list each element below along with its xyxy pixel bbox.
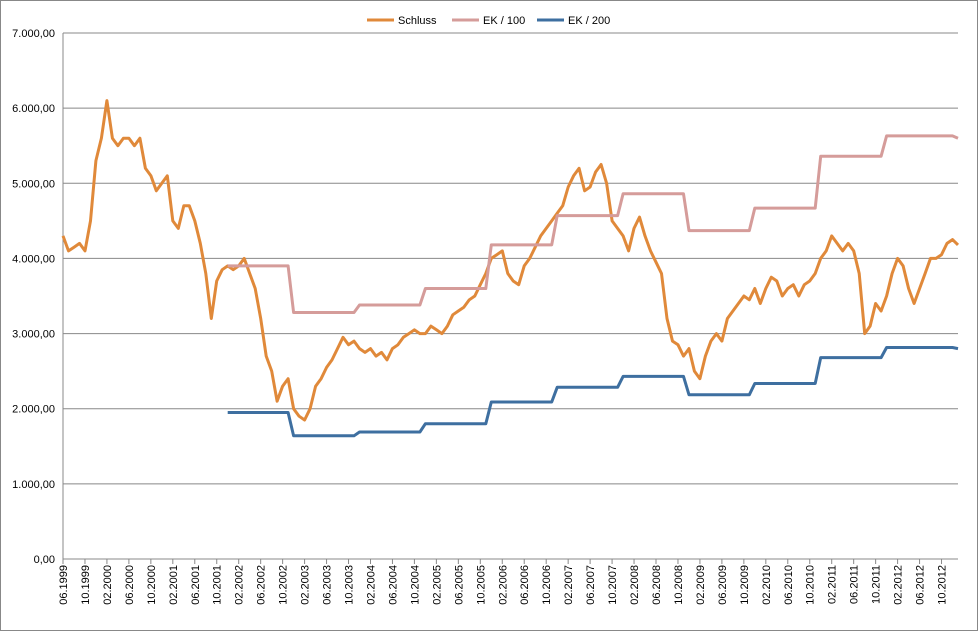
x-tick-label: 10.2008 [673, 565, 685, 605]
legend-label: EK / 100 [483, 15, 525, 27]
x-tick-label: 02.2011 [827, 565, 839, 604]
x-tick-label: 10.2011 [871, 565, 883, 604]
x-tick-label: 02.2008 [629, 565, 641, 605]
x-tick-label: 02.2007 [563, 565, 575, 605]
x-tick-label: 10.2004 [409, 565, 421, 605]
x-tick-label: 02.2005 [431, 565, 443, 605]
x-tick-label: 06.2002 [256, 565, 268, 605]
x-tick-label: 10.2012 [937, 565, 949, 605]
x-tick-label: 06.1999 [58, 565, 70, 605]
x-tick-label: 06.2010 [783, 565, 795, 605]
legend-label: Schluss [398, 15, 437, 27]
x-tick-label: 10.2007 [607, 565, 619, 605]
x-tick-label: 10.2002 [278, 565, 290, 605]
series-line [227, 346, 959, 438]
x-tick-label: 02.2004 [365, 565, 377, 605]
x-tick-label: 06.2004 [387, 565, 399, 605]
x-tick-label: 02.2006 [497, 565, 509, 605]
x-tick-label: 06.2007 [585, 565, 597, 605]
y-tick-label: 7.000,00 [12, 28, 55, 40]
x-tick-label: 10.2003 [344, 565, 356, 605]
x-tick-label: 02.2001 [168, 565, 180, 605]
legend-label: EK / 200 [568, 15, 610, 27]
x-tick-label: 02.2002 [234, 565, 246, 605]
x-tick-label: 06.2003 [322, 565, 334, 605]
y-tick-label: 0,00 [34, 554, 55, 566]
x-tick-label: 06.2005 [453, 565, 465, 605]
x-tick-label: 06.2011 [849, 565, 861, 604]
y-tick-label: 5.000,00 [12, 178, 55, 190]
x-tick-label: 10.2006 [541, 565, 553, 605]
x-tick-label: 06.2001 [190, 565, 202, 605]
y-tick-label: 3.000,00 [12, 329, 55, 341]
y-tick-label: 6.000,00 [12, 103, 55, 115]
x-tick-label: 02.2009 [695, 565, 707, 605]
x-tick-label: 06.2008 [651, 565, 663, 605]
x-tick-label: 10.1999 [80, 565, 92, 605]
x-tick-label: 02.2010 [761, 565, 773, 605]
y-tick-label: 4.000,00 [12, 253, 55, 265]
series-line [227, 134, 959, 314]
x-tick-label: 06.2006 [519, 565, 531, 605]
y-tick-label: 2.000,00 [12, 404, 55, 416]
x-tick-label: 06.2009 [717, 565, 729, 605]
x-tick-label: 10.2009 [739, 565, 751, 605]
y-tick-label: 1.000,00 [12, 479, 55, 491]
x-tick-label: 10.2001 [212, 565, 224, 605]
series-line [61, 99, 960, 422]
x-tick-label: 02.2003 [300, 565, 312, 605]
x-tick-label: 06.2012 [915, 565, 927, 605]
x-tick-label: 10.2005 [475, 565, 487, 605]
x-tick-label: 02.2000 [102, 565, 114, 605]
x-tick-label: 10.2010 [805, 565, 817, 605]
x-tick-label: 02.2012 [893, 565, 905, 605]
x-tick-label: 06.2000 [124, 565, 136, 605]
x-tick-label: 10.2000 [146, 565, 158, 605]
